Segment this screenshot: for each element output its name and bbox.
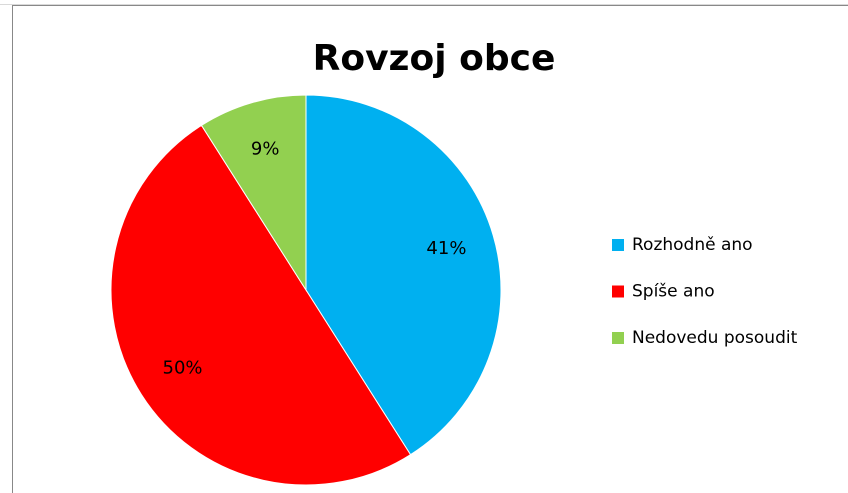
data-label: 50% (163, 357, 203, 378)
data-label: 41% (426, 238, 466, 259)
legend-swatch (612, 285, 624, 298)
legend-label: Nedovedu posoudit (632, 328, 798, 348)
legend-label: Spíše ano (632, 282, 715, 302)
pie-slice (110, 124, 412, 486)
data-label: 9% (251, 139, 280, 160)
pie-slice (305, 94, 502, 456)
pie-slice (200, 94, 307, 292)
legend-swatch (612, 239, 624, 251)
legend-swatch (612, 332, 624, 344)
legend-label: Rozhodně ano (632, 235, 753, 255)
chart-title: Rovzoj obce (313, 38, 556, 79)
